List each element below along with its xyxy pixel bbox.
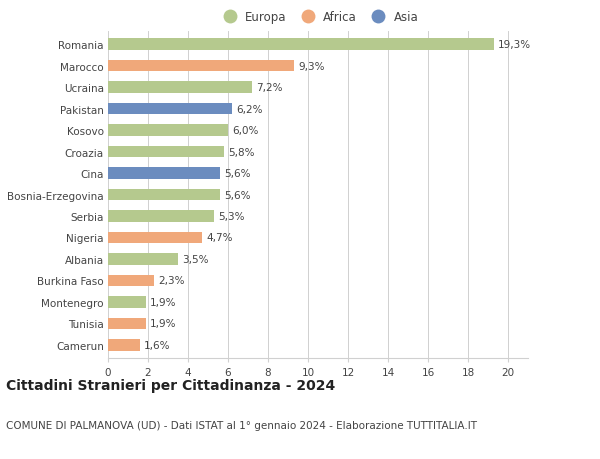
Text: Cittadini Stranieri per Cittadinanza - 2024: Cittadini Stranieri per Cittadinanza - 2… [6,379,335,392]
Bar [108,253,178,265]
Bar [108,82,252,94]
Bar [108,318,146,330]
Text: COMUNE DI PALMANOVA (UD) - Dati ISTAT al 1° gennaio 2024 - Elaborazione TUTTITAL: COMUNE DI PALMANOVA (UD) - Dati ISTAT al… [6,420,477,430]
Bar [108,339,140,351]
Bar [108,61,294,73]
Text: 9,3%: 9,3% [298,62,325,72]
Bar [108,275,154,287]
Text: 7,2%: 7,2% [256,83,283,93]
Bar [108,297,146,308]
Text: 4,7%: 4,7% [206,233,232,243]
Text: 5,6%: 5,6% [224,168,250,179]
Text: 19,3%: 19,3% [498,40,531,50]
Bar [108,39,494,51]
Bar [108,189,220,201]
Bar [108,232,202,244]
Bar [108,125,228,137]
Text: 2,3%: 2,3% [158,276,185,286]
Text: 1,9%: 1,9% [150,297,176,307]
Text: 5,6%: 5,6% [224,190,250,200]
Bar [108,211,214,223]
Bar [108,146,224,158]
Text: 6,0%: 6,0% [232,126,259,136]
Text: 1,9%: 1,9% [150,319,176,329]
Text: 5,3%: 5,3% [218,212,244,222]
Text: 5,8%: 5,8% [228,147,254,157]
Text: 1,6%: 1,6% [144,340,170,350]
Bar [108,168,220,179]
Legend: Europa, Africa, Asia: Europa, Africa, Asia [215,9,421,26]
Text: 6,2%: 6,2% [236,104,262,114]
Bar [108,103,232,115]
Text: 3,5%: 3,5% [182,254,209,264]
